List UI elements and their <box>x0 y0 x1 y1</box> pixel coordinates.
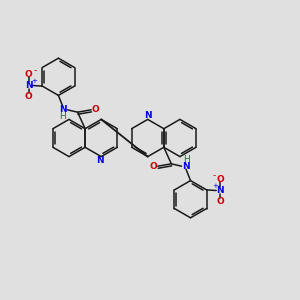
Text: N: N <box>25 81 33 90</box>
Text: O: O <box>25 92 33 100</box>
Text: H: H <box>183 155 189 164</box>
Text: N: N <box>96 156 104 165</box>
Text: N: N <box>59 105 67 114</box>
Text: N: N <box>182 162 190 171</box>
Text: O: O <box>150 162 158 171</box>
Text: H: H <box>59 112 66 121</box>
Text: O: O <box>216 175 224 184</box>
Text: -: - <box>33 67 36 76</box>
Text: -: - <box>212 172 216 181</box>
Text: N: N <box>144 111 152 120</box>
Text: +: + <box>31 78 37 84</box>
Text: +: + <box>212 183 218 189</box>
Text: O: O <box>92 105 99 114</box>
Text: O: O <box>216 196 224 206</box>
Text: N: N <box>216 186 224 195</box>
Text: O: O <box>25 70 33 79</box>
